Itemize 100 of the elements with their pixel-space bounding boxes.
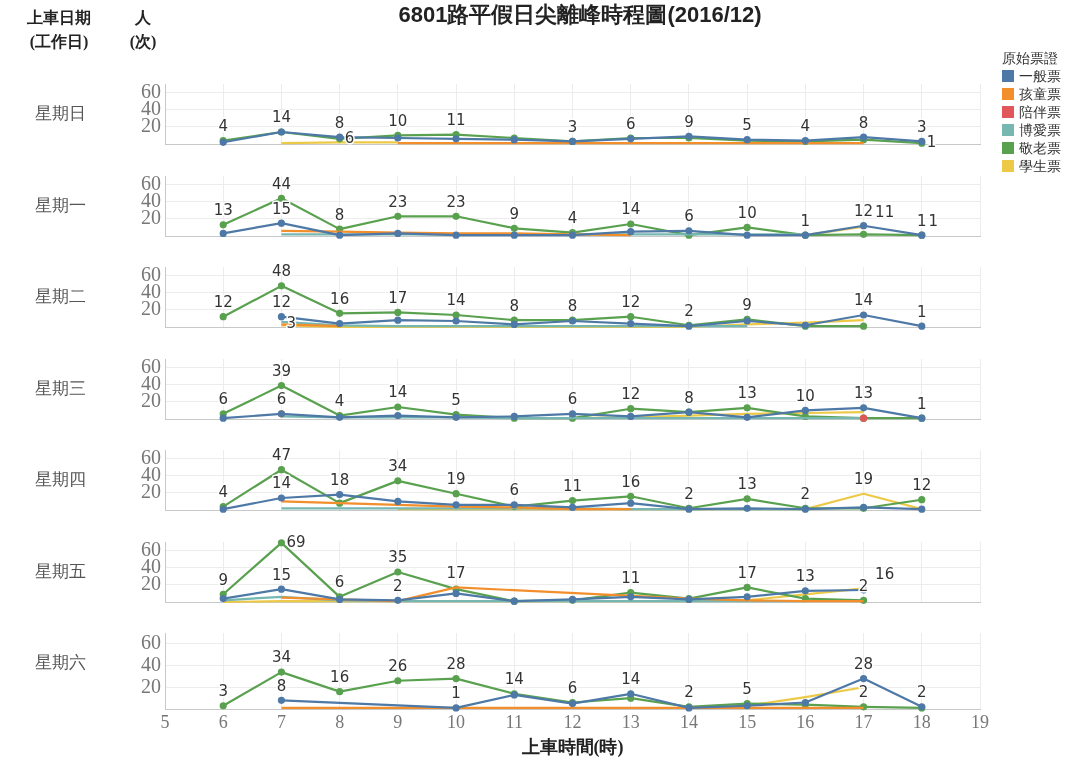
data-label: 10 [737,203,757,222]
data-label: 35 [388,547,408,566]
data-label: 11 [446,110,466,129]
data-label: 1 [928,211,939,230]
data-label: 23 [446,192,466,211]
data-label: 4 [567,208,578,227]
data-label: 23 [388,192,408,211]
data-label: 2 [684,484,694,503]
data-label: 2 [800,484,811,503]
data-label: 8 [567,296,578,315]
data-label: 1 [917,302,927,321]
data-label: 15 [271,565,291,584]
y-tick-label: 60 [141,445,161,468]
data-label: 2 [858,683,869,702]
data-label: 9 [684,112,694,131]
data-label: 28 [446,654,466,673]
y-axis-title: 星期日 [33,103,87,126]
data-label: 6 [334,572,345,591]
data-label: 69 [286,532,306,551]
data-label: 18 [330,470,350,489]
x-tick-label: 6 [218,711,228,732]
data-label: 14 [854,291,874,310]
x-tick-label: 18 [912,711,931,732]
data-label: 34 [271,648,291,667]
data-label: 13 [854,383,874,402]
data-label: 19 [446,470,466,489]
y-tick-label: 60 [141,79,161,102]
data-label: 13 [795,566,815,585]
y-tick-label: 60 [141,262,161,285]
data-label: 5 [451,390,461,409]
y-tick-label: 20 [141,480,161,503]
data-label: 6 [684,206,694,225]
data-label: 2 [684,683,694,702]
data-label: 6 [567,678,578,697]
data-label: 1 [800,211,811,230]
y-tick-label: 40 [141,652,161,675]
data-label: 11 [875,202,895,221]
data-label: 14 [621,199,641,218]
data-label: 6 [218,389,228,408]
y-axis-title: 星期二 [33,286,87,309]
y-tick-label: 60 [141,354,161,377]
y-axis-title: 星期四 [33,469,87,492]
data-label: 1 [917,394,927,413]
x-tick-label: 13 [621,711,640,732]
data-label: 39 [271,361,291,380]
data-label: 13 [213,200,233,219]
x-tick-label: 15 [738,711,757,732]
data-label: 28 [854,654,874,673]
data-label: 11 [621,568,641,587]
data-label: 14 [504,670,524,689]
data-label: 17 [737,563,757,582]
data-label: 17 [388,288,408,307]
x-tick-label: 17 [854,711,873,732]
data-label: 5 [742,116,752,135]
data-label: 14 [271,108,291,127]
data-label: 2 [684,301,694,320]
data-label: 3 [218,682,228,701]
x-tick-label: 14 [679,711,698,732]
data-label: 11 [562,476,583,495]
x-tick-label: 9 [393,711,403,732]
data-label: 1 [926,133,937,152]
y-tick-label: 60 [141,171,161,194]
data-label: 6 [567,389,578,408]
x-tick-label: 5 [160,711,170,732]
data-label: 9 [509,204,520,223]
data-label: 2 [917,683,927,702]
data-label: 8 [334,113,345,132]
data-label: 6 [625,115,636,134]
data-label: 14 [446,291,466,310]
data-label: 5 [742,679,752,698]
y-tick-label: 60 [141,631,161,654]
data-label: 48 [271,262,291,281]
y-tick-label: 20 [141,297,161,320]
data-label: 26 [388,657,408,676]
legend-label: 學生票 [1018,158,1061,176]
data-label: 2 [393,576,403,595]
data-label: 12 [621,293,641,312]
data-label: 19 [854,470,874,489]
data-label: 6 [509,481,520,500]
data-label: 1 [451,684,461,703]
data-label: 3 [286,314,296,333]
data-label: 12 [271,293,291,312]
data-label: 13 [737,383,757,402]
data-label: 12 [621,384,641,403]
data-label: 6 [276,389,287,408]
data-label: 9 [742,295,752,314]
x-tick-label: 10 [447,711,466,732]
data-label: 12 [912,476,932,495]
data-label: 12 [854,201,874,220]
x-tick-label: 8 [335,711,345,732]
text: 上車日期 (工作日) [26,8,92,53]
data-label: 12 [213,293,233,312]
x-tick-label: 11 [505,711,523,732]
data-label: 15 [271,199,291,218]
data-label: 47 [271,446,291,465]
legend-label: 一般票 [1018,68,1061,86]
data-label: 16 [330,668,350,687]
data-label: 3 [917,117,927,136]
data-label: 8 [684,388,694,407]
data-label: 16 [621,472,641,491]
